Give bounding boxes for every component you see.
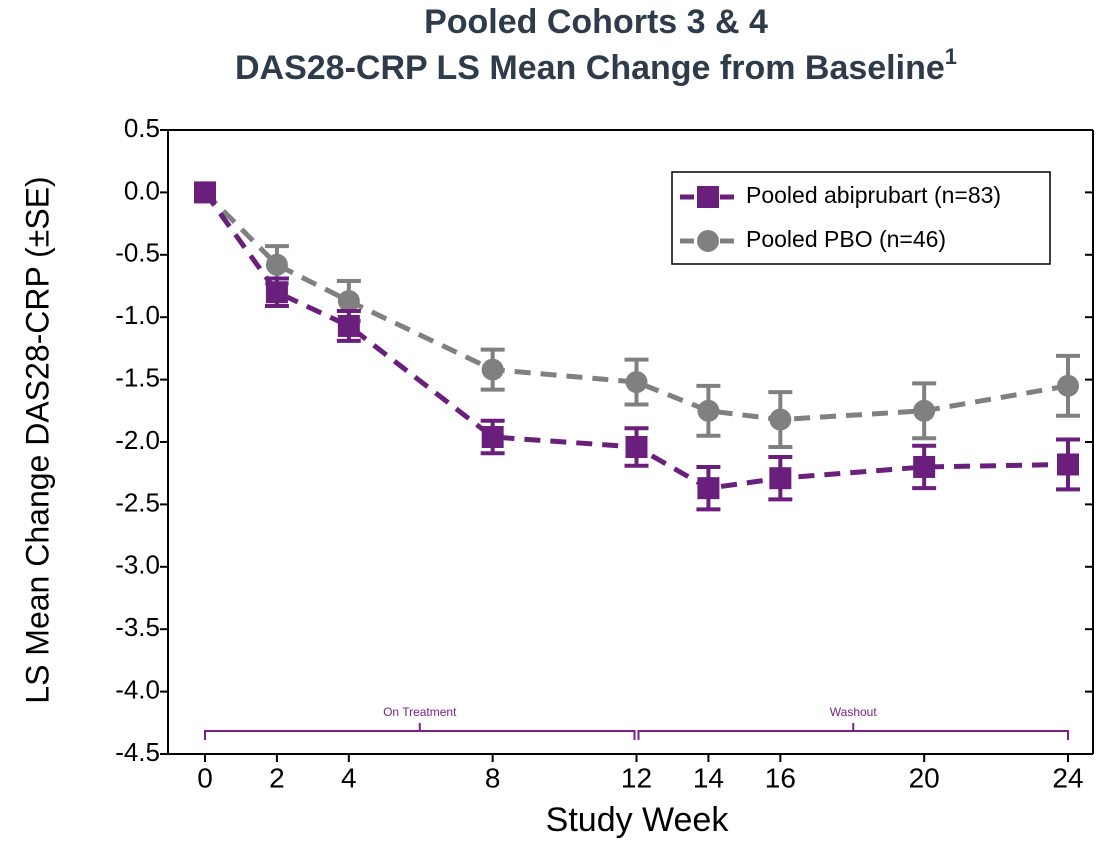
period-label: Washout (830, 705, 878, 719)
legend-label: Pooled abiprubart (n=83) (746, 182, 1001, 208)
period-bracket (204, 723, 636, 740)
legend-marker (697, 230, 719, 252)
x-tick-label: 16 (765, 762, 796, 793)
marker (337, 314, 360, 337)
legend-label: Pooled PBO (n=46) (746, 226, 946, 252)
chart-title: DAS28-CRP LS Mean Change from Baseline (235, 49, 945, 87)
chart-title: DAS28-CRP LS Mean Change from Baseline1 (235, 44, 957, 87)
x-tick-label: 8 (485, 762, 501, 793)
marker (481, 426, 504, 449)
period-label: On Treatment (383, 705, 457, 719)
x-tick-label: 0 (197, 762, 213, 793)
y-tick-label: -4.0 (115, 674, 160, 704)
y-tick-label: -2.5 (115, 487, 160, 517)
marker (1057, 453, 1079, 476)
marker (337, 289, 360, 312)
x-tick-label: 4 (341, 762, 357, 793)
marker (769, 408, 792, 431)
marker (697, 399, 720, 422)
x-axis-label: Study Week (546, 801, 730, 839)
y-tick-label: -4.5 (115, 737, 160, 767)
chart-title: Pooled Cohorts 3 & 4 (424, 3, 768, 41)
marker (769, 467, 792, 490)
x-tick-label: 20 (909, 762, 940, 793)
x-tick-label: 12 (621, 762, 652, 793)
y-axis-label: LS Mean Change DAS28-CRP (±SE) (19, 176, 55, 703)
marker (481, 358, 504, 381)
marker (625, 371, 648, 394)
footnote-marker: 1 (945, 44, 957, 69)
y-tick-label: -3.0 (115, 550, 160, 580)
legend-marker (697, 186, 719, 208)
y-tick-label: -3.5 (115, 612, 160, 642)
marker (913, 399, 936, 422)
y-tick-label: -0.5 (115, 238, 160, 268)
x-tick-label: 24 (1052, 762, 1083, 793)
marker (265, 253, 288, 276)
series-line (203, 190, 1069, 423)
marker (194, 181, 216, 204)
y-tick-label: -1.0 (115, 300, 160, 330)
marker (697, 477, 720, 500)
legend-box (671, 171, 1051, 265)
marker (265, 281, 288, 304)
y-tick-label: 0.5 (124, 113, 160, 143)
y-tick-label: 0.0 (124, 175, 160, 205)
marker (913, 455, 936, 478)
y-tick-label: -1.5 (115, 362, 160, 392)
marker (1057, 374, 1079, 397)
marker (625, 435, 648, 458)
x-tick-label: 2 (269, 762, 285, 793)
y-tick-label: -2.0 (115, 425, 160, 455)
period-bracket (637, 723, 1069, 740)
x-tick-label: 14 (693, 762, 724, 793)
